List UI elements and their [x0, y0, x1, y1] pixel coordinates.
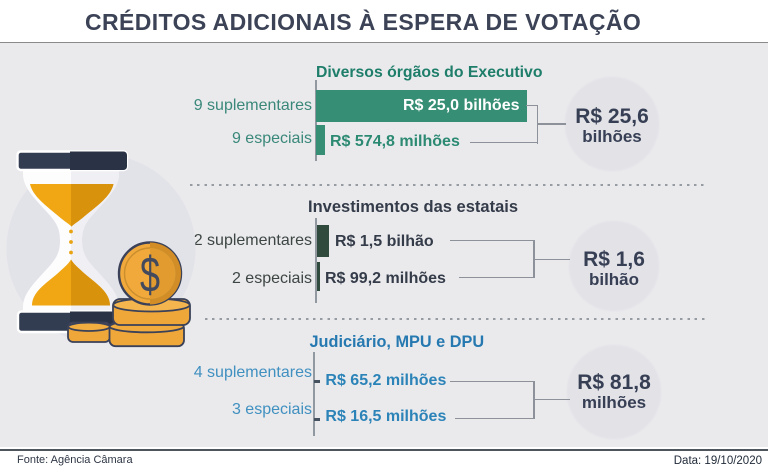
svg-text:$: $	[140, 248, 160, 303]
